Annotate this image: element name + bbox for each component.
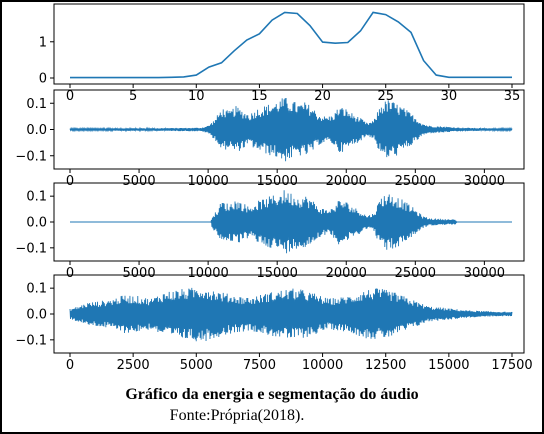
x-tick-label: 5000 (123, 174, 156, 189)
x-tick-label: 15000 (257, 266, 298, 281)
audio-waveform (70, 190, 512, 254)
x-tick-label: 0 (66, 266, 74, 281)
axes-frame-1 (53, 3, 525, 85)
y-tick-label: −0.1 (15, 333, 47, 348)
x-tick-label: 15000 (428, 358, 469, 373)
figure-caption: Gráfico da energia e segmentação do áudi… (125, 386, 419, 403)
x-tick-label: 10 (188, 89, 205, 104)
x-tick-label: 20000 (326, 266, 367, 281)
x-tick-label: 25000 (395, 174, 436, 189)
audio-waveform (69, 97, 513, 162)
x-tick-label: 0 (66, 89, 74, 104)
x-tick-label: 7500 (243, 358, 276, 373)
figure-source: Fonte:Própria(2018). (169, 407, 305, 424)
energy-line (70, 11, 512, 79)
y-tick-label: −0.1 (15, 149, 47, 164)
x-tick-label: 12500 (365, 358, 406, 373)
x-tick-label: 25000 (395, 266, 436, 281)
x-tick-label: 10000 (187, 174, 228, 189)
y-tick-label: 0.1 (26, 97, 47, 112)
y-tick-label: 1 (39, 35, 47, 50)
y-tick-label: 0 (39, 72, 47, 87)
x-tick-label: 25 (377, 89, 394, 104)
x-tick-label: 0 (66, 358, 74, 373)
x-tick-label: 30 (441, 89, 458, 104)
y-tick-label: −0.1 (15, 241, 47, 256)
x-tick-label: 15000 (257, 174, 298, 189)
x-tick-label: 10000 (302, 358, 343, 373)
x-tick-label: 10000 (187, 266, 228, 281)
y-tick-label: 0.0 (26, 123, 47, 138)
x-tick-label: 20 (314, 89, 331, 104)
x-tick-label: 5000 (123, 266, 156, 281)
y-tick-label: 0.0 (26, 308, 47, 323)
x-tick-label: 30000 (464, 174, 505, 189)
audio-waveform (69, 287, 513, 342)
x-tick-label: 30000 (464, 266, 505, 281)
x-tick-label: 5000 (180, 358, 213, 373)
x-tick-label: 15 (251, 89, 268, 104)
x-tick-label: 0 (66, 174, 74, 189)
y-tick-label: 0.1 (26, 190, 47, 205)
x-tick-label: 35 (504, 89, 521, 104)
x-tick-label: 2500 (117, 358, 150, 373)
x-tick-label: 17500 (491, 358, 532, 373)
y-tick-label: 0.0 (26, 216, 47, 231)
y-tick-label: 0.1 (26, 282, 47, 297)
x-tick-label: 20000 (326, 174, 367, 189)
x-tick-label: 5 (129, 89, 137, 104)
